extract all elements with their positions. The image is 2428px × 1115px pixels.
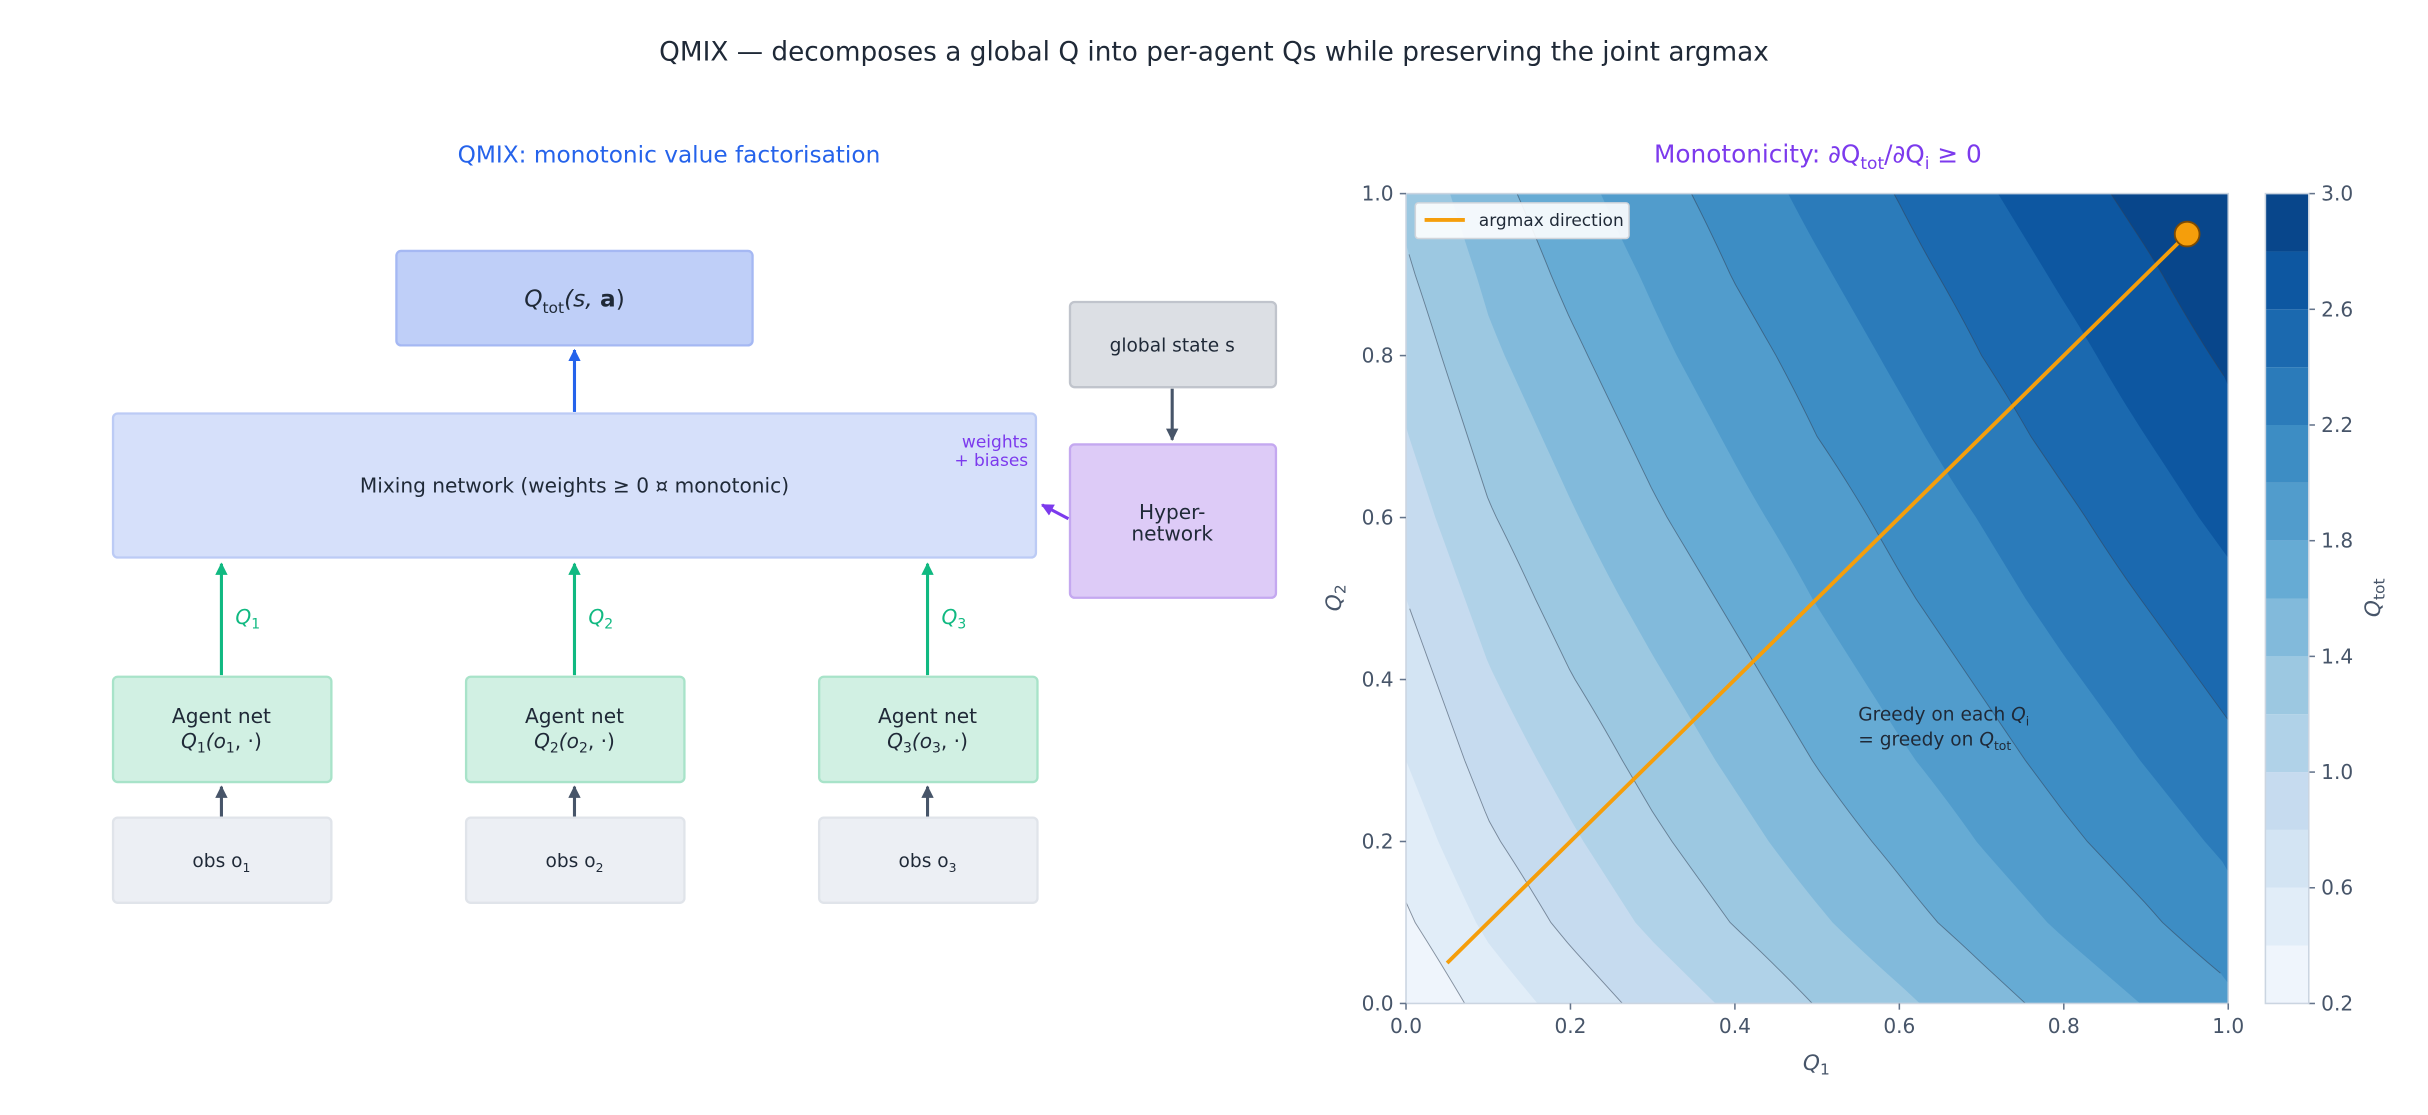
- agent-3: Q3 Agent net Q3(o3, ·) obs o3: [817, 562, 1039, 904]
- agent-net-3-title: Agent net: [878, 704, 977, 728]
- colorbar-tick-label: 3.0: [2321, 182, 2353, 206]
- legend: argmax direction: [1414, 202, 1630, 240]
- x-tick-label: 0.8: [2048, 1014, 2080, 1038]
- agent-net-2-func: Q2(o2, ·): [534, 729, 615, 757]
- weights-note-2: + biases: [954, 451, 1028, 471]
- annotation-line-2: = greedy on Qtot: [1858, 729, 2011, 753]
- obs-1-box: [111, 816, 333, 904]
- contour-band: [1998, 193, 2229, 1004]
- argmax-direction-line: [1445, 232, 2189, 965]
- x-axis: 0.0 0.2 0.4 0.6 0.8 1.0: [1390, 1003, 2244, 1038]
- hyper-to-mixing-arrow: [1041, 503, 1070, 521]
- argmax-point-marker: [2173, 220, 2201, 248]
- colorbar-band: [2265, 945, 2309, 1004]
- legend-box: [1414, 202, 1630, 240]
- colorbar-band: [2265, 482, 2309, 541]
- hypernetwork-label-2: network: [1131, 521, 1213, 545]
- x-tick-label: 1.0: [2212, 1014, 2244, 1038]
- global-state-box: [1068, 300, 1278, 389]
- y-tick-label: 0.6: [1362, 506, 1394, 530]
- x-axis-label: Q1: [1803, 1051, 1830, 1079]
- colorbar-tick-label: 0.6: [2321, 876, 2353, 900]
- y-tick-label: 0.2: [1362, 829, 1394, 853]
- contour-line: [2110, 193, 2225, 377]
- contour-lines: [1405, 193, 2229, 1004]
- colorbar-band: [2265, 193, 2309, 252]
- obs-2-box: [464, 816, 686, 904]
- q2-edge-label: Q2: [588, 605, 613, 633]
- agent-net-2-box: [464, 675, 686, 784]
- figure-title: QMIX — decomposes a global Q into per-ag…: [659, 37, 1769, 67]
- colorbar-tick-label: 2.6: [2321, 297, 2353, 321]
- colorbar-tick-label: 0.2: [2321, 991, 2353, 1015]
- contour-line: [1893, 193, 2229, 721]
- annotation-line-1: Greedy on each Qi: [1858, 705, 2029, 729]
- qtot-box: [395, 249, 754, 347]
- contour-line: [1690, 193, 2221, 974]
- chart-title: Monotonicity: ∂Qtot/∂Qi ≥ 0: [1654, 140, 1982, 174]
- contour-line: [1408, 254, 1813, 1004]
- y-tick-label: 0.8: [1362, 344, 1394, 368]
- obs-2-label: obs o2: [545, 851, 603, 875]
- agent-net-3-func: Q3(o3, ·): [887, 729, 968, 757]
- agent-net-1-func: Q1(o1, ·): [181, 729, 262, 757]
- colorbar-band: [2265, 424, 2309, 483]
- y-axis: 0.0 0.2 0.4 0.6 0.8 1.0: [1362, 182, 1407, 1015]
- plot-frame: [1405, 192, 2230, 1005]
- contour-line: [1409, 608, 1623, 1004]
- x-tick-label: 0.4: [1719, 1014, 1751, 1038]
- monotonicity-chart: Monotonicity: ∂Qtot/∂Qi ≥ 0 0.0 0.2 0.4 0.6…: [1322, 140, 2389, 1079]
- weights-note-1: weights: [962, 433, 1028, 453]
- contour-line: [1405, 902, 1466, 1004]
- agent-net-1-title: Agent net: [172, 704, 271, 728]
- agent-net-1-box: [111, 675, 333, 784]
- mixing-network-box: [111, 412, 1038, 559]
- colorbar-tick-label: 2.2: [2321, 413, 2353, 437]
- y-tick-label: 0.0: [1362, 991, 1394, 1015]
- colorbar-band: [2265, 540, 2309, 599]
- agent-net-3-box: [817, 675, 1039, 784]
- obs-3-label: obs o3: [899, 851, 957, 875]
- colorbar-band: [2265, 772, 2309, 830]
- colorbar-label: Qtot: [2361, 578, 2389, 617]
- colorbar-band: [2265, 367, 2309, 425]
- colorbar-band: [2265, 714, 2309, 773]
- obs-1-label: obs o1: [192, 851, 250, 875]
- q1-edge-label: Q1: [235, 605, 260, 633]
- hypernetwork-label-1: Hyper-: [1139, 500, 1205, 524]
- agent-2: Q2 Agent net Q2(o2, ·) obs o2: [464, 562, 686, 904]
- colorbar-band: [2265, 309, 2309, 368]
- colorbar-tick-label: 1.4: [2321, 644, 2353, 668]
- y-axis-label: Q2: [1322, 584, 1350, 611]
- colorbar-tick-label: 1.0: [2321, 760, 2353, 784]
- diagram-subtitle: QMIX: monotonic value factorisation: [458, 142, 881, 169]
- colorbar-band: [2265, 887, 2309, 946]
- qmix-diagram: QMIX: monotonic value factorisation Qtot…: [111, 142, 1278, 904]
- contour-band: [2110, 193, 2229, 1004]
- agent-1: Q1 Agent net Q1(o1, ·) obs o1: [111, 562, 333, 904]
- legend-label-argmax: argmax direction: [1479, 211, 1624, 231]
- agent-net-2-title: Agent net: [525, 704, 624, 728]
- colorbar-band: [2265, 656, 2309, 715]
- colorbar-frame: [2264, 192, 2310, 1005]
- qtot-label: Qtot(s, a): [524, 286, 625, 317]
- x-tick-label: 0.6: [1883, 1014, 1915, 1038]
- obs-3-box: [817, 816, 1039, 904]
- q3-edge-label: Q3: [941, 605, 966, 633]
- colorbar: 0.2 0.6 1.0 1.4 1.8 2.2 2.6 3.0: [2265, 182, 2353, 1015]
- contour-line: [1516, 193, 2026, 1004]
- y-tick-label: 0.4: [1362, 667, 1394, 691]
- mixing-network-label: Mixing network (weights ≥ 0 ¤ monotonic): [360, 473, 789, 497]
- colorbar-tick-label: 1.8: [2321, 529, 2353, 553]
- x-tick-label: 0.0: [1390, 1014, 1422, 1038]
- colorbar-band: [2265, 829, 2309, 888]
- global-state-label: global state s: [1110, 336, 1235, 357]
- y-tick-label: 1.0: [1362, 182, 1394, 206]
- colorbar-band: [2265, 598, 2309, 657]
- colorbar-band: [2265, 251, 2309, 310]
- x-tick-label: 0.2: [1554, 1014, 1586, 1038]
- hypernetwork-box: [1068, 443, 1278, 599]
